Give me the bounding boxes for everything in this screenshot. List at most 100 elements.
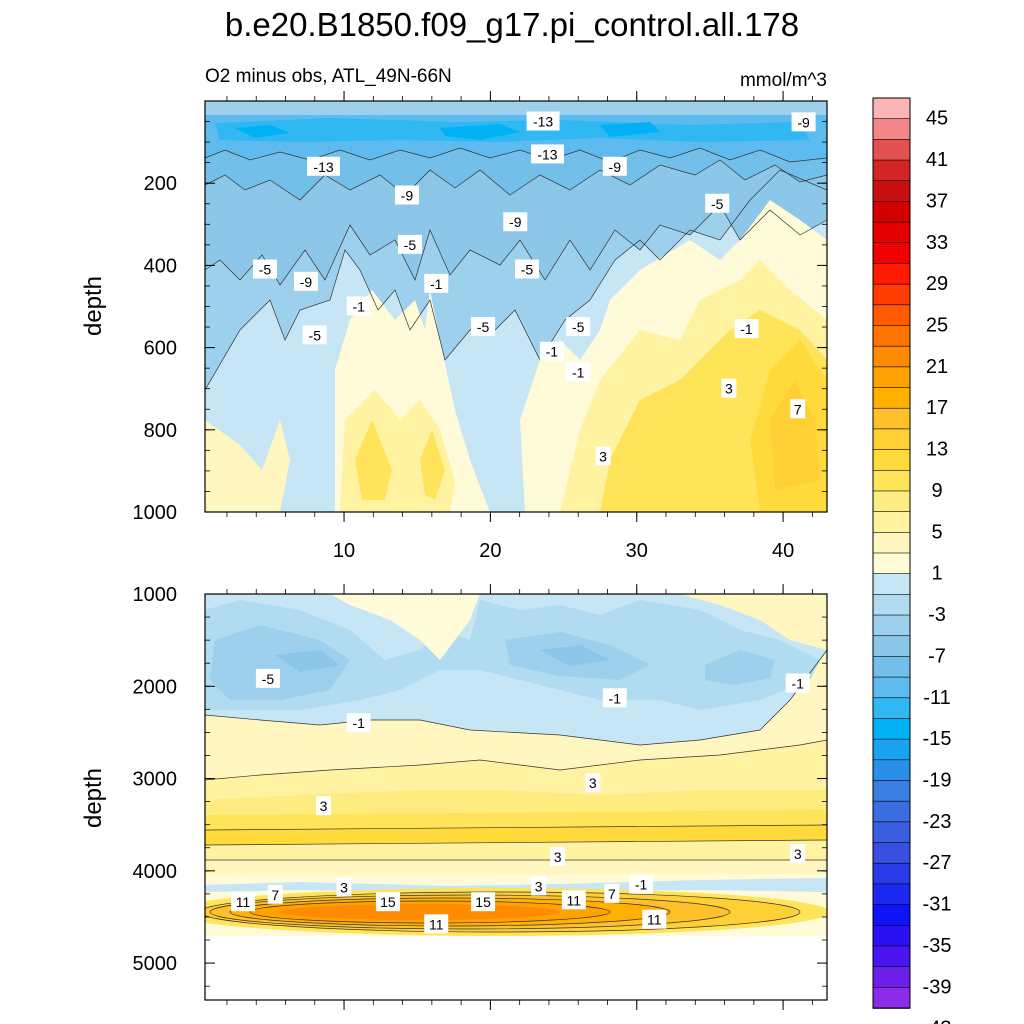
contour-label-bg bbox=[705, 193, 730, 213]
colorbar-label: 33 bbox=[926, 232, 948, 254]
colorbar-label: 21 bbox=[926, 356, 948, 378]
contour-label: -1 bbox=[566, 362, 591, 382]
colorbar-label: 13 bbox=[926, 439, 948, 461]
contour-label: 11 bbox=[561, 890, 586, 910]
contour-label-bg bbox=[790, 399, 806, 419]
colorbar-swatch bbox=[872, 97, 911, 120]
y-tick-label: 400 bbox=[144, 255, 177, 277]
contour-label-bg bbox=[561, 890, 586, 910]
contour-label: -9 bbox=[394, 185, 419, 205]
contour-label: -5 bbox=[705, 193, 730, 213]
contour-label-text: -1 bbox=[792, 676, 805, 692]
contour-label-text: -9 bbox=[300, 274, 313, 290]
y-tick-label: 1000 bbox=[133, 584, 178, 606]
contour-label-bg bbox=[734, 319, 759, 339]
colorbar-swatch bbox=[872, 800, 911, 823]
contour-label: -5 bbox=[397, 234, 422, 254]
contour-label-text: -1 bbox=[572, 364, 585, 380]
colorbar-swatch bbox=[872, 759, 911, 782]
contour-label-text: -9 bbox=[509, 214, 522, 230]
colorbar-label: 5 bbox=[931, 521, 942, 543]
colorbar-swatch bbox=[872, 532, 911, 554]
contour-label-bg bbox=[394, 185, 419, 205]
contour-label-text: 3 bbox=[589, 775, 597, 791]
contour-label-text: -13 bbox=[533, 114, 553, 130]
contour-label-bg bbox=[471, 892, 496, 912]
colorbar-label: 37 bbox=[926, 190, 948, 212]
contour-label-bg bbox=[302, 325, 327, 345]
contour-label: -5 bbox=[514, 259, 539, 279]
colorbar-swatch bbox=[872, 883, 911, 906]
colorbar-swatch bbox=[872, 449, 911, 472]
colorbar-swatch bbox=[872, 987, 911, 1009]
colorbar-swatch bbox=[872, 387, 911, 410]
contour-label-text: 11 bbox=[429, 916, 444, 932]
upper-y-axis-label: depth bbox=[80, 276, 107, 336]
colorbar-swatch bbox=[872, 904, 911, 927]
contour-label-bg bbox=[785, 673, 810, 693]
x-tick-label: 20 bbox=[479, 540, 501, 562]
contour-label-bg bbox=[397, 234, 422, 254]
contour-label-text: 3 bbox=[554, 849, 562, 865]
colorbar-swatch bbox=[872, 407, 911, 430]
colorbar-swatch bbox=[872, 656, 911, 678]
contour-label-text: -5 bbox=[309, 327, 322, 343]
colorbar-label: 45 bbox=[926, 108, 948, 130]
colorbar-swatch bbox=[872, 842, 911, 865]
contour-label-bg bbox=[253, 259, 278, 279]
colorbar-swatch bbox=[872, 966, 911, 989]
contour-label-bg bbox=[595, 446, 611, 466]
contour-label-bg bbox=[526, 111, 560, 131]
contour-label-text: 7 bbox=[608, 886, 616, 902]
y-tick-label: 2000 bbox=[133, 676, 178, 698]
colorbar-swatch bbox=[872, 511, 911, 534]
contour-label-text: 7 bbox=[794, 401, 802, 417]
colorbar-swatch bbox=[872, 945, 911, 968]
contour-label-text: -5 bbox=[572, 319, 585, 335]
contour-label-bg bbox=[602, 688, 627, 708]
contour-label: -5 bbox=[566, 317, 591, 337]
contour-label-text: -5 bbox=[259, 262, 272, 278]
y-tick-label: 3000 bbox=[133, 769, 178, 791]
contour-label-bg bbox=[307, 156, 341, 176]
colorbar-swatch bbox=[872, 573, 911, 596]
contour-label-bg bbox=[790, 844, 806, 864]
colorbar-swatch bbox=[872, 676, 911, 699]
x-tick-label: 40 bbox=[772, 540, 794, 562]
colorbar-label: -39 bbox=[923, 976, 952, 998]
x-tick-label: 30 bbox=[626, 540, 648, 562]
contour-label-text: -1 bbox=[609, 690, 622, 706]
contour-label: 11 bbox=[231, 892, 256, 912]
contour-label-bg bbox=[602, 156, 627, 176]
contour-label-text: 15 bbox=[475, 894, 491, 910]
contour-label-text: 11 bbox=[236, 894, 251, 910]
colorbar-label: -7 bbox=[928, 645, 946, 667]
contour-label-text: -9 bbox=[609, 159, 622, 175]
colorbar-swatch bbox=[872, 780, 911, 802]
contour-label: -1 bbox=[785, 673, 810, 693]
contour-label-bg bbox=[346, 713, 371, 733]
contour-label-bg bbox=[642, 909, 667, 929]
contour-label-text: 11 bbox=[647, 912, 662, 928]
contour-label: -1 bbox=[539, 341, 564, 361]
contour-label-bg bbox=[566, 362, 591, 382]
colorbar-label: -3 bbox=[928, 604, 946, 626]
colorbar-label: -43 bbox=[923, 1018, 952, 1024]
contour-label: 3 bbox=[595, 446, 611, 466]
upper-left-label: O2 minus obs, ATL_49N-66N bbox=[205, 66, 452, 87]
contour-label-text: -1 bbox=[546, 344, 559, 360]
contour-label: 3 bbox=[585, 773, 601, 793]
contour-label: 11 bbox=[642, 909, 667, 929]
contour-label-text: -1 bbox=[352, 299, 365, 315]
colorbar-swatch bbox=[872, 738, 911, 761]
contour-label-bg bbox=[503, 212, 528, 232]
contour-label-bg bbox=[550, 846, 566, 866]
contour-label-bg bbox=[721, 378, 737, 398]
contour-label-bg bbox=[255, 668, 280, 688]
contour-label-text: 11 bbox=[567, 892, 582, 908]
colorbar-label: 41 bbox=[926, 149, 948, 171]
colorbar-swatch bbox=[872, 180, 911, 203]
